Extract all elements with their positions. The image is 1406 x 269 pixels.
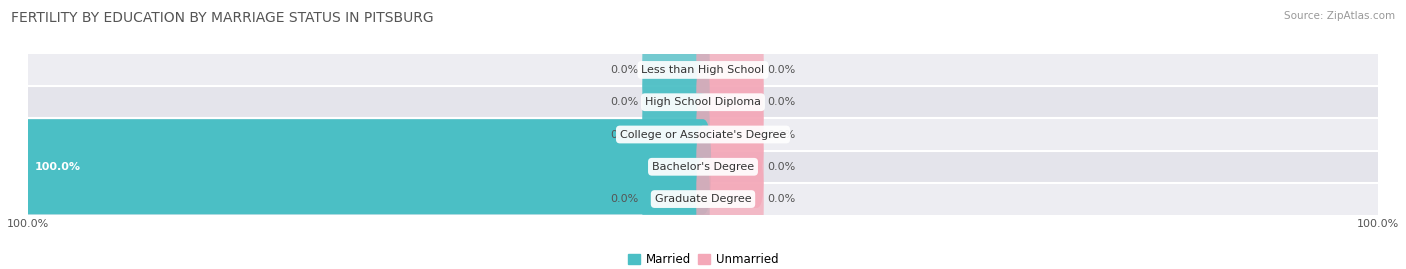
FancyBboxPatch shape — [696, 61, 763, 143]
Text: FERTILITY BY EDUCATION BY MARRIAGE STATUS IN PITSBURG: FERTILITY BY EDUCATION BY MARRIAGE STATU… — [11, 11, 434, 25]
Bar — [28, 183, 1378, 215]
FancyBboxPatch shape — [696, 126, 763, 208]
Text: 0.0%: 0.0% — [610, 129, 638, 140]
FancyBboxPatch shape — [696, 158, 763, 240]
Text: 100.0%: 100.0% — [35, 162, 82, 172]
FancyBboxPatch shape — [643, 29, 710, 111]
Text: High School Diploma: High School Diploma — [645, 97, 761, 107]
FancyBboxPatch shape — [20, 119, 711, 214]
Text: 0.0%: 0.0% — [610, 65, 638, 75]
FancyBboxPatch shape — [696, 93, 763, 176]
Text: Less than High School: Less than High School — [641, 65, 765, 75]
Bar — [28, 86, 1378, 118]
Text: 0.0%: 0.0% — [768, 65, 796, 75]
Text: 0.0%: 0.0% — [768, 129, 796, 140]
Text: Graduate Degree: Graduate Degree — [655, 194, 751, 204]
Legend: Married, Unmarried: Married, Unmarried — [623, 248, 783, 269]
Bar — [28, 54, 1378, 86]
Text: 0.0%: 0.0% — [610, 194, 638, 204]
Text: College or Associate's Degree: College or Associate's Degree — [620, 129, 786, 140]
FancyBboxPatch shape — [643, 93, 710, 176]
FancyBboxPatch shape — [696, 29, 763, 111]
Text: 0.0%: 0.0% — [610, 97, 638, 107]
Text: Bachelor's Degree: Bachelor's Degree — [652, 162, 754, 172]
Text: 0.0%: 0.0% — [768, 194, 796, 204]
Bar — [28, 118, 1378, 151]
FancyBboxPatch shape — [643, 61, 710, 143]
Text: 0.0%: 0.0% — [768, 97, 796, 107]
FancyBboxPatch shape — [643, 158, 710, 240]
Bar — [28, 151, 1378, 183]
Text: Source: ZipAtlas.com: Source: ZipAtlas.com — [1284, 11, 1395, 21]
Text: 0.0%: 0.0% — [768, 162, 796, 172]
